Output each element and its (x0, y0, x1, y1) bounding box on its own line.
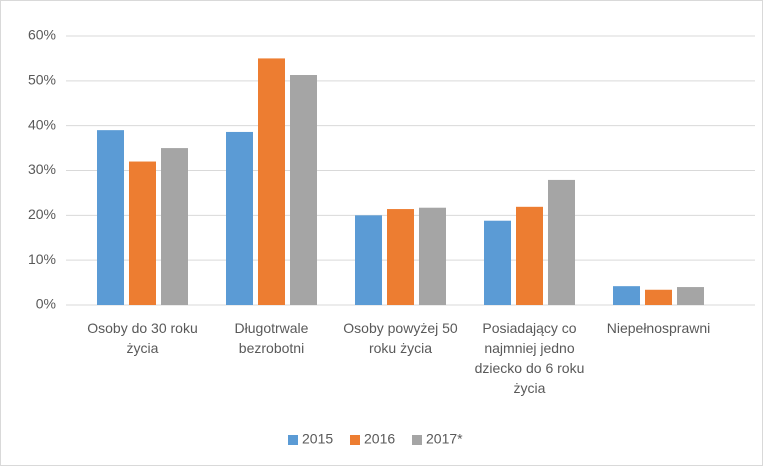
x-tick-label: Posiadający co najmniej jedno dziecko do… (474, 320, 585, 396)
y-tick-label: 30% (28, 161, 56, 177)
bar (419, 207, 446, 305)
bar (97, 130, 124, 305)
x-tick-label: Osoby powyżej 50 roku życia (343, 320, 458, 356)
bar (645, 289, 672, 305)
y-tick-label: 40% (28, 116, 56, 132)
bar (548, 179, 575, 305)
x-tick-label: Długotrwale bezrobotni (234, 320, 309, 356)
bar (355, 215, 382, 305)
bar (613, 286, 640, 305)
bar (161, 148, 188, 305)
bar (129, 161, 156, 305)
legend-swatch (350, 435, 360, 445)
legend-label: 2016 (364, 431, 395, 447)
bar (226, 131, 253, 305)
bar (258, 58, 285, 305)
x-tick-label: Osoby do 30 roku życia (87, 320, 198, 356)
bar (677, 287, 704, 305)
y-tick-label: 10% (28, 251, 56, 267)
x-tick-label: Niepełnosprawni (606, 320, 711, 336)
bar (516, 206, 543, 305)
bar (484, 220, 511, 305)
legend-swatch (288, 435, 298, 445)
legend-label: 2015 (302, 431, 333, 447)
bar (290, 75, 317, 305)
y-tick-label: 20% (28, 206, 56, 222)
legend-label: 2017* (426, 431, 463, 447)
bar (387, 209, 414, 305)
legend-swatch (412, 435, 422, 445)
y-tick-label: 0% (36, 296, 56, 312)
y-tick-label: 50% (28, 72, 56, 88)
y-tick-label: 60% (28, 27, 56, 43)
